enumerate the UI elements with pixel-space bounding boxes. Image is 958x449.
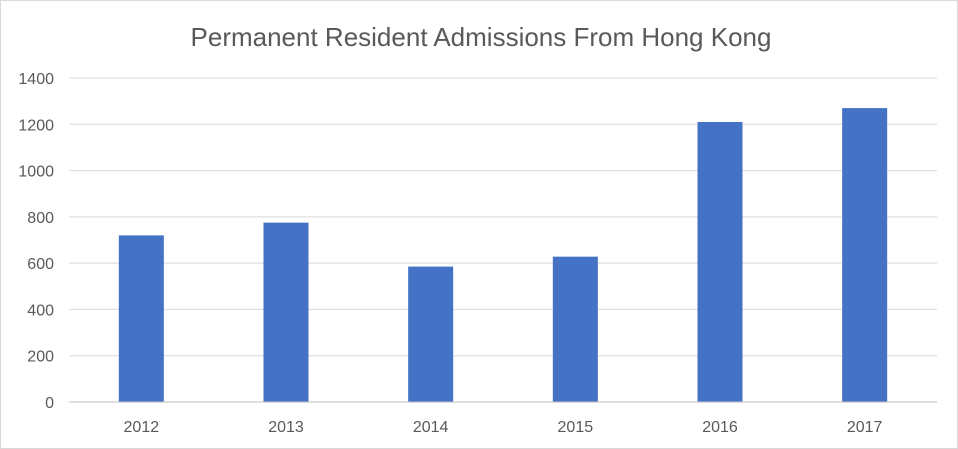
bar-2016 xyxy=(697,121,743,402)
y-tick-label: 600 xyxy=(27,256,54,273)
y-tick-label: 1000 xyxy=(18,164,54,181)
gridlines xyxy=(69,77,937,357)
y-tick-label: 800 xyxy=(27,210,54,227)
y-tick-label: 1200 xyxy=(18,117,54,134)
bars xyxy=(118,108,888,402)
x-tick-label: 2015 xyxy=(558,419,594,436)
y-tick-label: 400 xyxy=(27,302,54,319)
x-tick-label: 2014 xyxy=(413,419,449,436)
bar-2013 xyxy=(263,222,309,402)
y-tick-label: 1400 xyxy=(18,71,54,88)
y-tick-label: 0 xyxy=(45,395,54,412)
x-axis-ticks: 2012 2013 2014 2015 2016 2017 xyxy=(124,419,883,436)
bar-2012 xyxy=(118,235,164,402)
chart-title: Permanent Resident Admissions From Hong … xyxy=(191,22,772,52)
bar-2015 xyxy=(552,256,598,402)
x-tick-label: 2012 xyxy=(124,419,160,436)
bar-2014 xyxy=(408,266,454,402)
x-tick-label: 2016 xyxy=(702,419,738,436)
x-tick-label: 2017 xyxy=(847,419,883,436)
bar-2017 xyxy=(842,108,888,402)
x-tick-label: 2013 xyxy=(268,419,304,436)
y-axis-ticks: 0 200 400 600 800 1000 1200 1400 xyxy=(18,71,54,412)
y-tick-label: 200 xyxy=(27,349,54,366)
